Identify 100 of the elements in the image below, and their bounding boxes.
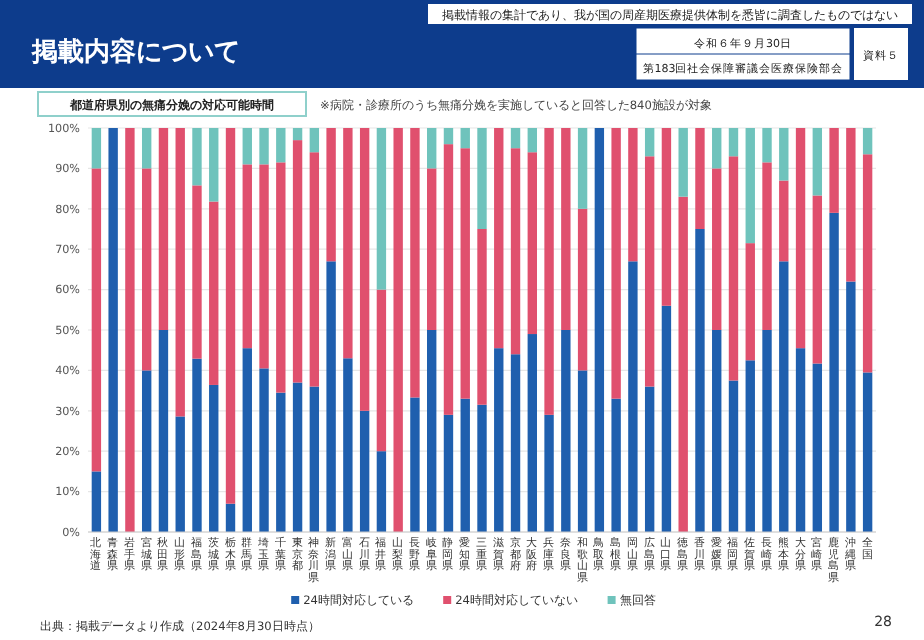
bar [728,128,739,157]
bar [460,148,470,399]
bar [242,128,252,165]
bar [192,128,202,186]
bar [745,128,755,244]
bar [343,358,353,532]
bar [728,380,739,532]
bar [292,140,303,383]
bar [644,128,655,157]
bar [611,128,621,399]
bar [209,201,219,385]
bar [443,128,454,145]
bar [376,128,387,290]
bar [209,384,219,532]
bar [175,128,185,417]
bar [812,128,823,196]
bar [477,404,487,532]
bar [141,128,152,169]
bar [141,370,152,532]
bar [544,128,554,415]
bar [192,185,202,359]
bar [577,128,588,209]
bar [410,128,420,398]
chart-title: 掲載内容について [30,36,240,68]
bar [829,128,839,213]
bar [309,152,320,387]
bar [125,128,135,532]
bar [242,348,252,532]
bar [561,128,571,330]
bar [326,261,336,532]
bar [745,360,755,532]
bar [795,348,806,532]
bar [376,451,387,532]
bar [259,128,269,165]
bar [661,305,672,532]
bar [427,330,437,532]
bar [862,372,873,532]
bar [527,152,537,335]
bar [795,128,806,349]
bar [141,168,152,371]
bar [494,348,504,532]
bar [91,168,102,472]
bar [443,144,454,415]
bar [628,128,638,262]
bar [745,243,755,361]
bar [242,164,252,349]
bar [477,128,487,229]
bar [611,398,621,532]
bar [544,414,554,532]
bar [829,212,839,532]
bar [762,162,772,330]
bar [779,180,789,262]
bar [594,128,605,532]
bar [779,128,789,181]
bar [376,289,387,452]
bar [678,196,688,532]
bar [359,410,370,532]
bar [762,330,772,532]
bar [175,416,185,532]
bar [762,128,772,163]
bar [309,128,320,153]
bar [225,128,236,504]
bar [460,128,470,149]
bar [494,128,504,349]
bar [712,128,722,169]
bar [393,128,403,532]
bar [292,128,303,141]
bar [276,162,286,393]
bar [326,128,336,262]
bar [259,368,269,532]
bar [846,128,856,282]
bar [309,386,320,532]
bar [259,164,269,369]
bar [410,397,420,532]
bar [91,128,102,169]
bar [292,382,303,532]
bar [728,156,739,381]
bar [712,168,722,330]
bar [527,128,537,153]
bar [644,156,655,387]
bar [644,386,655,532]
bar [812,195,823,364]
bar [427,128,437,169]
bar [510,148,521,355]
bar [225,503,236,532]
bar [460,398,470,532]
bar [192,358,202,532]
bar [91,471,102,532]
bar [628,261,638,532]
bar [695,128,705,229]
bar [812,363,823,532]
bar [276,128,286,163]
bar [477,229,487,405]
bar [661,128,672,306]
bar [862,154,873,373]
bar [678,128,688,197]
bar [846,281,856,532]
bar [561,330,571,532]
bar [862,128,873,155]
bar [577,370,588,532]
